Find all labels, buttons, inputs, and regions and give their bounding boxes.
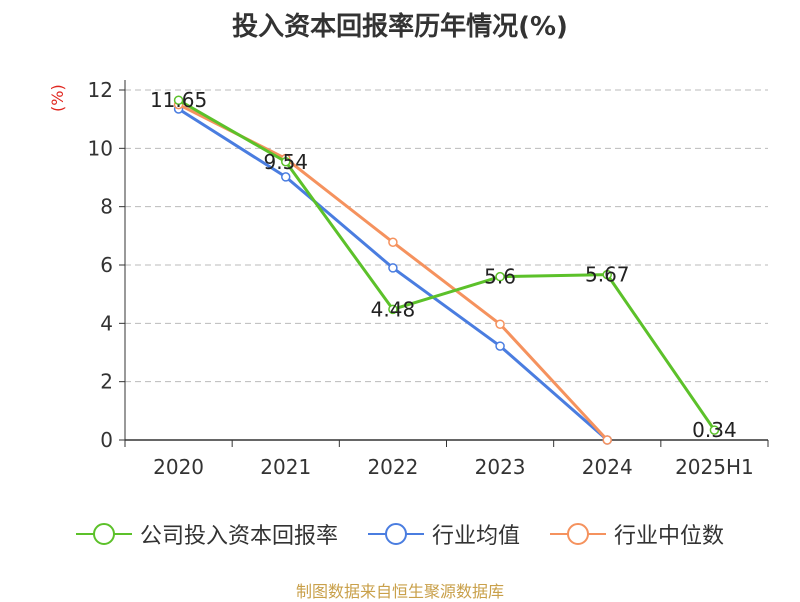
x-tick-label: 2025H1 bbox=[675, 455, 754, 479]
data-point bbox=[495, 271, 505, 282]
x-tick-label: 2022 bbox=[367, 455, 418, 479]
data-label: 5.6 bbox=[484, 265, 516, 289]
data-label: 11.65 bbox=[150, 88, 207, 112]
legend: 公司投入资本回报率 行业均值 行业中位数 bbox=[0, 518, 800, 550]
data-label: 4.48 bbox=[371, 297, 416, 321]
data-point bbox=[709, 425, 720, 435]
legend-item-industry-median[interactable]: 行业中位数 bbox=[550, 518, 724, 550]
legend-item-industry-average[interactable]: 行业均值 bbox=[367, 518, 520, 550]
legend-label-industry-median: 行业中位数 bbox=[614, 524, 725, 549]
data-point bbox=[281, 172, 291, 182]
legend-marker-industry-average bbox=[367, 522, 424, 546]
data-point bbox=[173, 95, 184, 105]
data-label: 5.67 bbox=[585, 263, 630, 287]
data-point bbox=[388, 304, 398, 315]
series-line bbox=[177, 98, 716, 431]
data-point bbox=[281, 157, 291, 167]
y-tick-label: 8 bbox=[100, 195, 113, 219]
grid-lines bbox=[125, 89, 768, 383]
data-label: 0.34 bbox=[692, 418, 737, 442]
y-tick-label: 4 bbox=[100, 311, 113, 335]
data-point bbox=[495, 341, 505, 351]
legend-label-industry-average: 行业均值 bbox=[431, 524, 520, 549]
x-tick-label: 2023 bbox=[475, 455, 526, 479]
legend-item-company[interactable]: 公司投入资本回报率 bbox=[75, 518, 338, 550]
x-tick-label: 2021 bbox=[260, 455, 311, 479]
data-point bbox=[388, 237, 398, 247]
data-point bbox=[602, 435, 612, 445]
chart-title: 投入资本回报率历年情况(%) bbox=[232, 12, 568, 42]
data-point bbox=[602, 269, 612, 280]
y-tick-label: 10 bbox=[88, 136, 113, 160]
series-layer bbox=[173, 95, 720, 445]
data-labels: 11.65 9.54 4.48 5.6 5.67 0.34 bbox=[150, 88, 737, 442]
data-point bbox=[495, 319, 505, 329]
y-tick-label: 0 bbox=[100, 428, 113, 452]
y-tick-label: 2 bbox=[100, 370, 113, 394]
data-point bbox=[388, 263, 398, 273]
y-tick-label: 6 bbox=[100, 253, 113, 277]
legend-marker-industry-median bbox=[550, 522, 606, 546]
y-tick-label: 12 bbox=[88, 78, 113, 102]
data-label: 9.54 bbox=[263, 150, 308, 174]
legend-marker-company bbox=[75, 522, 132, 546]
x-tick-label: 2020 bbox=[153, 455, 204, 479]
x-tick-label: 2024 bbox=[582, 455, 633, 479]
legend-label-company: 公司投入资本回报率 bbox=[139, 524, 338, 549]
data-source-note: 制图数据来自恒生聚源数据库 bbox=[295, 582, 504, 601]
axes: 0 2 4 6 8 10 12 2020 2021 2022 2023 2024 2025H1 bbox=[88, 78, 769, 479]
